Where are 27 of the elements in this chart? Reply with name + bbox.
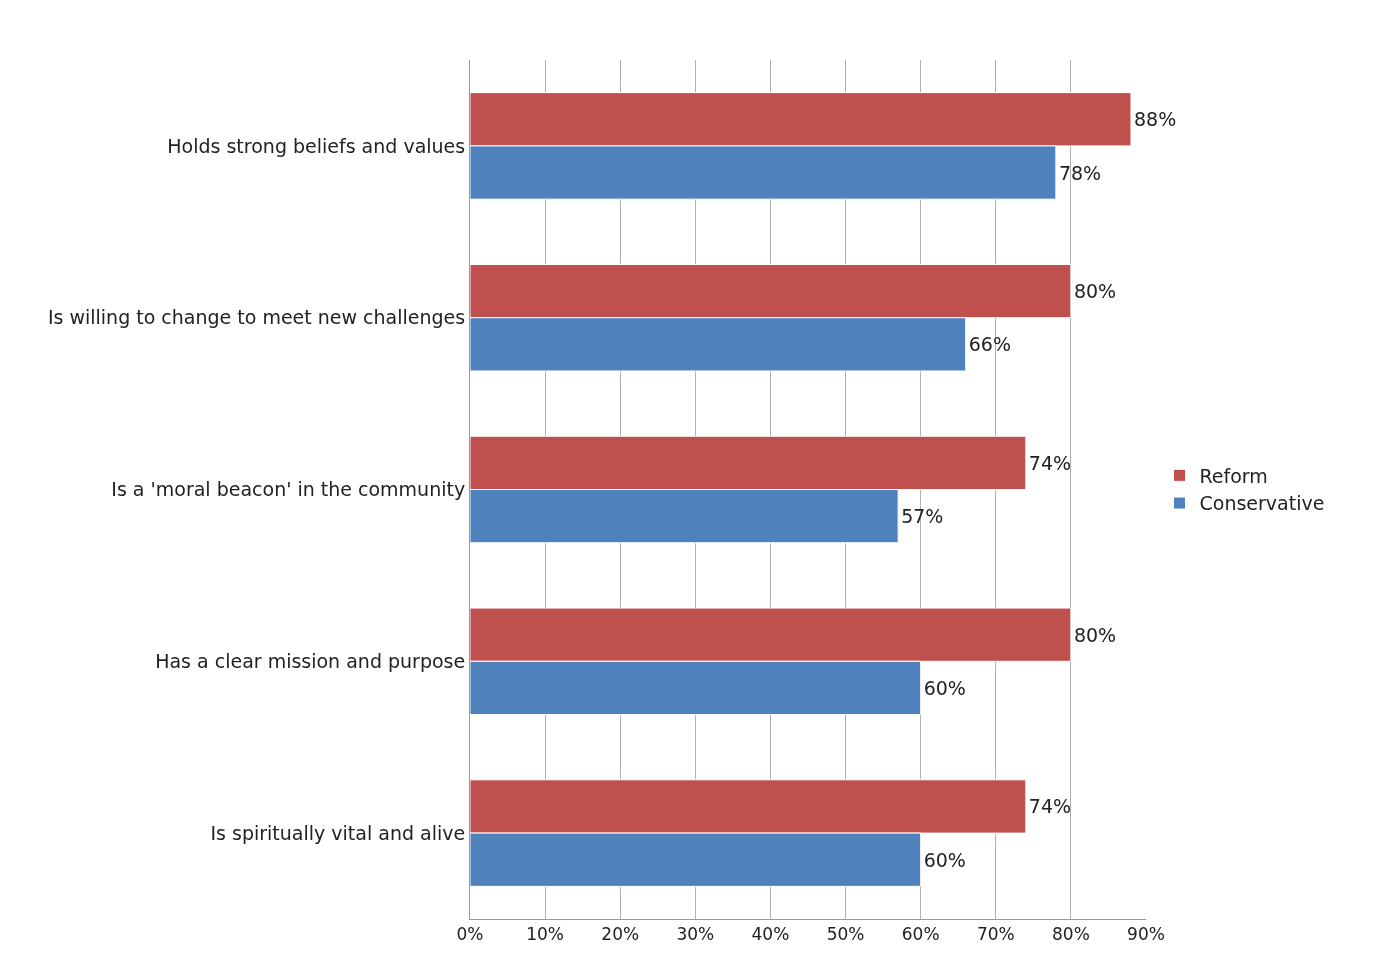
data-label: 78% bbox=[1058, 161, 1102, 184]
x-tick-label: 20% bbox=[601, 924, 640, 945]
y-tick-label: Is willing to change to meet new challenges bbox=[47, 306, 466, 329]
x-tick-label: 60% bbox=[901, 924, 940, 945]
legend-label: Conservative bbox=[1199, 492, 1325, 515]
data-label: 66% bbox=[968, 333, 1011, 356]
data-label: 74% bbox=[1028, 451, 1072, 474]
data-label: 57% bbox=[901, 505, 944, 528]
y-tick-label: Is a 'moral beacon' in the community bbox=[111, 478, 466, 501]
y-tick-label: Is spiritually vital and alive bbox=[210, 821, 466, 844]
x-tick-label: 90% bbox=[1127, 924, 1165, 945]
x-tick-label: 30% bbox=[676, 924, 715, 945]
x-tick-label: 50% bbox=[826, 924, 865, 945]
data-label: 88% bbox=[1133, 108, 1177, 131]
x-tick-label: 40% bbox=[751, 924, 790, 945]
data-label: 60% bbox=[923, 676, 966, 699]
y-tick-label: Holds strong beliefs and values bbox=[167, 134, 466, 157]
data-label: 60% bbox=[923, 848, 966, 871]
data-label: 80% bbox=[1073, 280, 1117, 303]
data-label: 80% bbox=[1073, 623, 1117, 646]
x-tick-label: 10% bbox=[526, 924, 565, 945]
x-tick-label: 0% bbox=[456, 924, 484, 945]
legend-label: Reform bbox=[1199, 464, 1268, 487]
data-label: 74% bbox=[1028, 795, 1072, 818]
x-tick-label: 70% bbox=[976, 924, 1015, 945]
y-tick-label: Has a clear mission and purpose bbox=[155, 649, 466, 672]
x-tick-label: 80% bbox=[1051, 924, 1090, 945]
